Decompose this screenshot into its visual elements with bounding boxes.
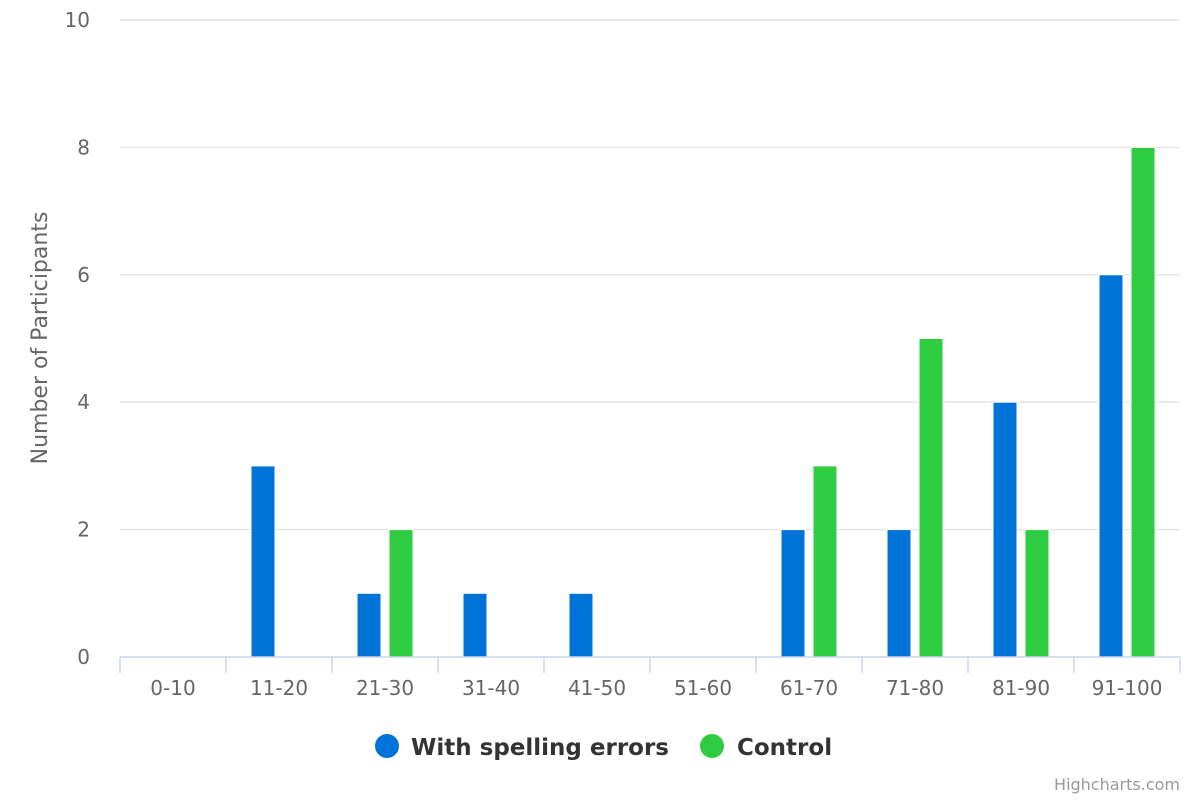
x-tick-label: 41-50 bbox=[568, 676, 626, 700]
y-axis-labels: 0 2 4 6 8 10 bbox=[65, 8, 90, 669]
bars bbox=[250, 146, 1156, 658]
y-axis-title: Number of Participants bbox=[28, 212, 53, 465]
x-tick-label: 0-10 bbox=[150, 676, 195, 700]
bar-control-21-30[interactable] bbox=[388, 529, 414, 658]
bar-control-71-80[interactable] bbox=[918, 338, 944, 658]
y-tick-label: 10 bbox=[65, 8, 90, 32]
y-tick-label: 8 bbox=[77, 135, 90, 159]
legend-marker bbox=[700, 734, 724, 758]
bar-spelling-errors-61-70[interactable] bbox=[780, 529, 806, 658]
credits[interactable]: Highcharts.com bbox=[1054, 775, 1180, 794]
bar-spelling-errors-71-80[interactable] bbox=[886, 529, 912, 658]
x-tick-label: 81-90 bbox=[992, 676, 1050, 700]
y-tick-label: 2 bbox=[77, 518, 90, 542]
x-tick-label: 21-30 bbox=[356, 676, 414, 700]
legend-label: With spelling errors bbox=[411, 735, 669, 761]
x-tick-label: 91-100 bbox=[1092, 676, 1163, 700]
bar-control-81-90[interactable] bbox=[1024, 529, 1050, 658]
y-tick-label: 0 bbox=[77, 645, 90, 669]
x-tick-label: 11-20 bbox=[250, 676, 308, 700]
bar-control-91-100[interactable] bbox=[1130, 146, 1156, 658]
bar-spelling-errors-21-30[interactable] bbox=[356, 592, 382, 658]
y-tick-label: 4 bbox=[77, 390, 90, 414]
x-tick-label: 61-70 bbox=[780, 676, 838, 700]
x-tick-label: 71-80 bbox=[886, 676, 944, 700]
bar-spelling-errors-41-50[interactable] bbox=[568, 592, 594, 658]
x-tick-label: 31-40 bbox=[462, 676, 520, 700]
x-tick-label: 51-60 bbox=[674, 676, 732, 700]
bar-control-61-70[interactable] bbox=[812, 465, 838, 658]
bar-spelling-errors-91-100[interactable] bbox=[1098, 274, 1124, 658]
y-tick-label: 6 bbox=[77, 263, 90, 287]
legend-item-control[interactable]: Control bbox=[700, 734, 832, 761]
bar-spelling-errors-11-20[interactable] bbox=[250, 465, 276, 658]
x-axis-ticks bbox=[119, 657, 1181, 673]
bar-spelling-errors-31-40[interactable] bbox=[462, 592, 488, 658]
legend-item-spelling-errors[interactable]: With spelling errors bbox=[375, 734, 669, 761]
legend-marker bbox=[375, 734, 399, 758]
legend-label: Control bbox=[737, 735, 832, 761]
x-axis-labels: 0-10 11-20 21-30 31-40 41-50 51-60 61-70 71-80 8… bbox=[150, 676, 1162, 700]
legend: With spelling errors Control bbox=[375, 734, 832, 761]
bar-spelling-errors-81-90[interactable] bbox=[992, 401, 1018, 658]
